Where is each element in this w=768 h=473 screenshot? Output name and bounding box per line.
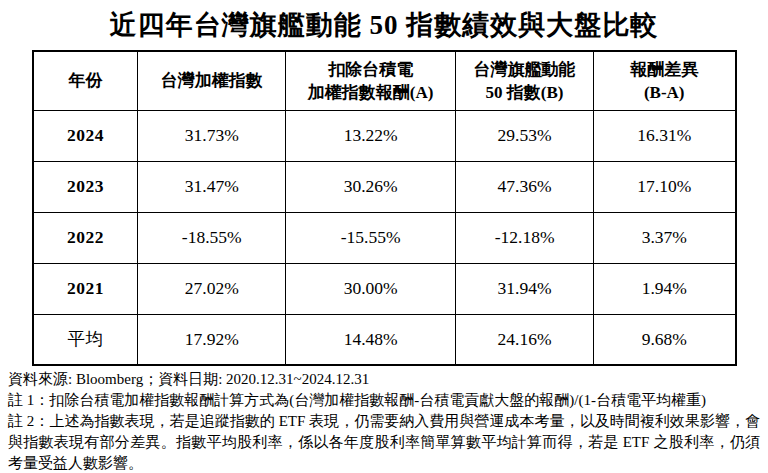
page-title: 近四年台灣旗艦動能 50 指數績效與大盤比較 [0, 6, 768, 44]
header-line: 台灣加權指數 [138, 69, 285, 92]
cell-flagship-return: 29.53% [456, 110, 594, 161]
cell-twse-return: -18.55% [138, 212, 286, 263]
cell-year: 2024 [33, 110, 138, 161]
cell-year: 2022 [33, 212, 138, 263]
cell-year: 2023 [33, 161, 138, 212]
cell-ex-tsmc-return: -15.55% [286, 212, 456, 263]
cell-year: 2021 [33, 263, 138, 314]
header-line: (B-A) [594, 81, 735, 104]
table-row-2022: 2022 -18.55% -15.55% -12.18% 3.37% [33, 212, 736, 263]
header-year: 年份 [33, 51, 138, 110]
cell-return-diff: 1.94% [593, 263, 735, 314]
cell-flagship-return: -12.18% [456, 212, 594, 263]
document-page: 近四年台灣旗艦動能 50 指數績效與大盤比較 年份 台灣加權指數 扣除台積電 加… [0, 6, 768, 473]
header-ex-tsmc-weighted-return: 扣除台積電 加權指數報酬(A) [286, 51, 456, 110]
cell-twse-return: 31.47% [138, 161, 286, 212]
cell-flagship-return: 47.36% [456, 161, 594, 212]
header-line: 扣除台積電 [286, 58, 455, 81]
cell-twse-return: 31.73% [138, 110, 286, 161]
data-source-line: 資料來源: Bloomberg；資料日期: 2020.12.31~2024.12… [8, 369, 760, 390]
table-row-2024: 2024 31.73% 13.22% 29.53% 16.31% [33, 110, 736, 161]
cell-ex-tsmc-return: 13.22% [286, 110, 456, 161]
header-line: 台灣旗艦動能 [456, 58, 593, 81]
table-row-2023: 2023 31.47% 30.26% 47.36% 17.10% [33, 161, 736, 212]
cell-return-diff: 3.37% [593, 212, 735, 263]
header-line: 報酬差異 [594, 58, 735, 81]
header-return-difference: 報酬差異 (B-A) [593, 51, 735, 110]
header-line: 加權指數報酬(A) [286, 81, 455, 104]
footnotes: 資料來源: Bloomberg；資料日期: 2020.12.31~2024.12… [8, 369, 760, 473]
cell-year: 平均 [33, 314, 138, 365]
cell-ex-tsmc-return: 30.00% [286, 263, 456, 314]
header-line: 50 指數(B) [456, 81, 593, 104]
header-flagship-momentum-50: 台灣旗艦動能 50 指數(B) [456, 51, 594, 110]
table-header-row: 年份 台灣加權指數 扣除台積電 加權指數報酬(A) 台灣旗艦動能 50 指數(B… [33, 51, 736, 110]
footnote-2: 註 2：上述為指數表現，若是追蹤指數的 ETF 表現，仍需要納入費用與營運成本考… [8, 411, 760, 473]
header-line: 年份 [34, 69, 138, 92]
table-row-average: 平均 17.92% 14.48% 24.16% 9.68% [33, 314, 736, 365]
cell-ex-tsmc-return: 14.48% [286, 314, 456, 365]
cell-return-diff: 9.68% [593, 314, 735, 365]
cell-flagship-return: 31.94% [456, 263, 594, 314]
performance-table: 年份 台灣加權指數 扣除台積電 加權指數報酬(A) 台灣旗艦動能 50 指數(B… [32, 50, 737, 366]
cell-twse-return: 17.92% [138, 314, 286, 365]
footnote-1: 註 1：扣除台積電加權指數報酬計算方式為(台灣加權指數報酬-台積電貢獻大盤的報酬… [8, 390, 760, 411]
cell-return-diff: 16.31% [593, 110, 735, 161]
cell-twse-return: 27.02% [138, 263, 286, 314]
cell-ex-tsmc-return: 30.26% [286, 161, 456, 212]
table-row-2021: 2021 27.02% 30.00% 31.94% 1.94% [33, 263, 736, 314]
cell-return-diff: 17.10% [593, 161, 735, 212]
cell-flagship-return: 24.16% [456, 314, 594, 365]
header-taiwan-weighted-index: 台灣加權指數 [138, 51, 286, 110]
